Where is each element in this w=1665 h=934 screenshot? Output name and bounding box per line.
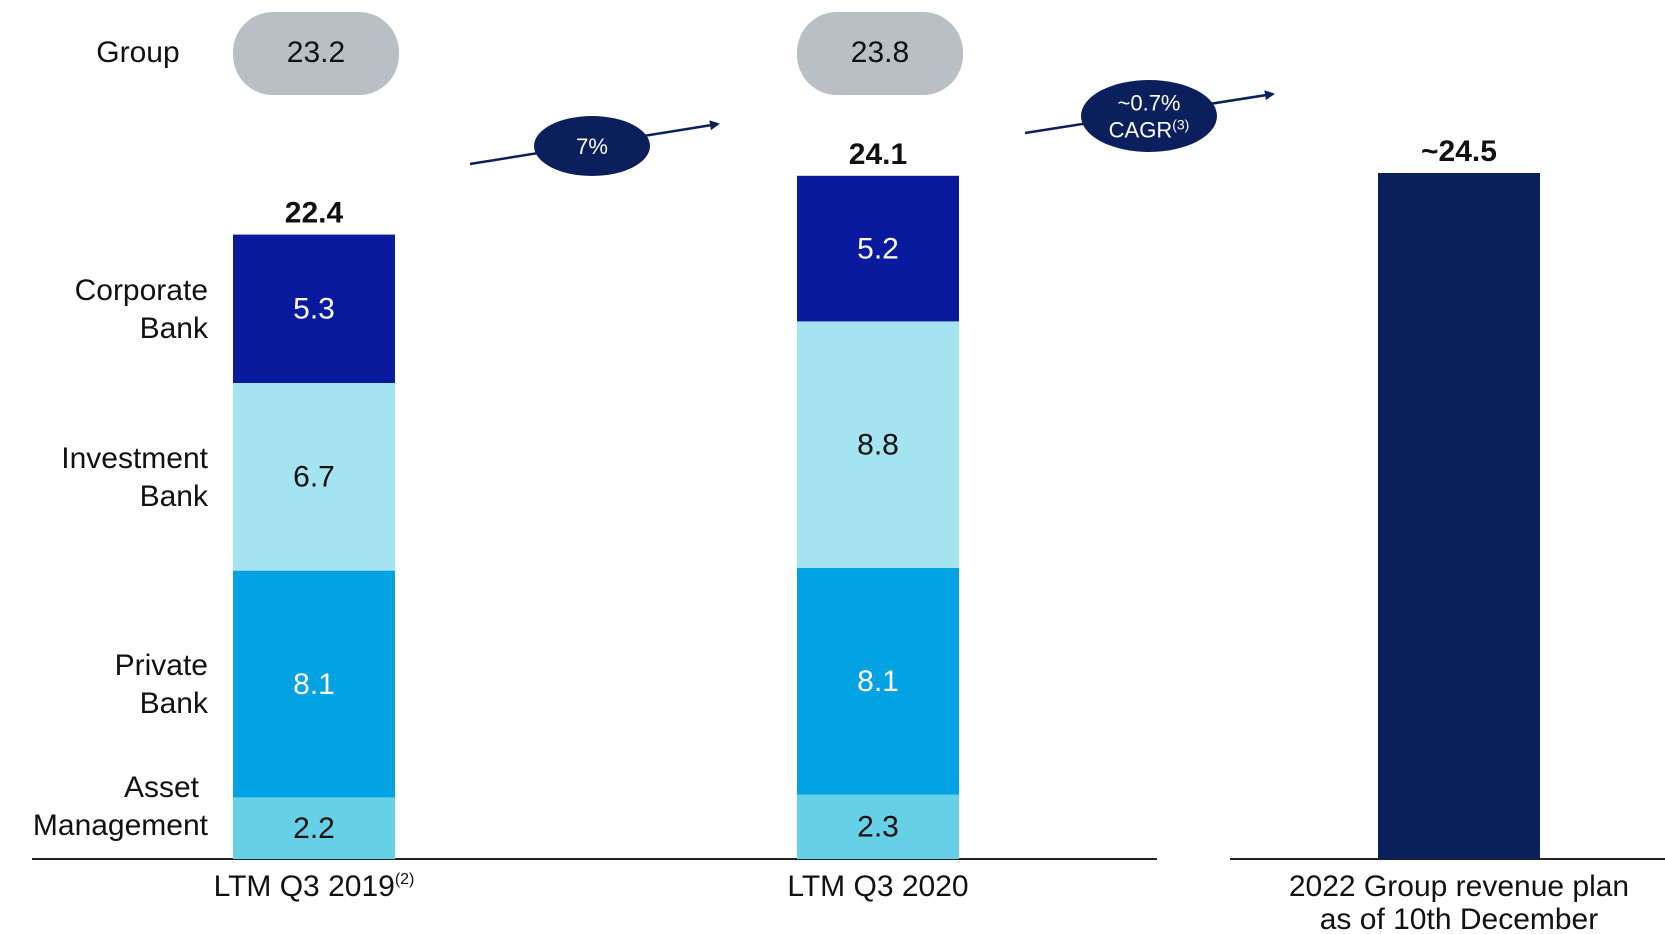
bar-segments — [233, 173, 1540, 859]
total-labels: 22.4 24.1 ~24.5 — [285, 135, 1497, 230]
total-label-0: 22.4 — [285, 197, 344, 230]
bar-private-bank-0 — [233, 570, 395, 798]
data-label-corporate-bank-0: 5.3 — [293, 293, 335, 326]
category-labels: LTM Q3 2019(2) LTM Q3 2020 2022 Group reve… — [214, 870, 1630, 934]
bar-private-bank-1 — [797, 567, 959, 795]
growth-badge-0 — [534, 116, 650, 176]
bar-corporate-bank-1 — [797, 175, 959, 322]
series-label-asset-management: Asset Management — [33, 771, 209, 842]
bar-investment-bank-1 — [797, 321, 959, 568]
segment-labels: 2.2 2.3 8.1 8.1 6.7 8.8 5.3 5.2 — [293, 233, 899, 846]
series-label-investment-bank: Investment Bank — [61, 442, 209, 513]
bar-asset-management-0 — [233, 797, 395, 859]
data-label-private-bank-1: 8.1 — [857, 665, 899, 698]
data-label-investment-bank-1: 8.8 — [857, 429, 899, 462]
data-label-asset-management-1: 2.3 — [857, 811, 899, 844]
bar-corporate-bank-0 — [233, 234, 395, 383]
data-label-private-bank-0: 8.1 — [293, 668, 335, 701]
group-value-1: 23.8 — [851, 36, 909, 69]
series-row-labels: Asset Management Private Bank Investment Bank… — [33, 274, 209, 842]
growth-label-0: 7% — [576, 134, 608, 159]
growth-annotations: 7% ~0.7% CAGR(3) — [469, 80, 1275, 176]
growth-label-1: ~0.7% CAGR(3) — [1109, 91, 1190, 143]
data-label-corporate-bank-1: 5.2 — [857, 233, 899, 266]
group-value-0: 23.2 — [287, 36, 345, 69]
bar-group-revenue-plan-2 — [1378, 173, 1540, 859]
category-label-2: 2022 Group revenue plan as of 10th Decemb… — [1289, 870, 1629, 934]
total-label-2: ~24.5 — [1421, 135, 1497, 168]
data-label-asset-management-0: 2.2 — [293, 812, 335, 845]
group-pill-0 — [233, 12, 399, 95]
series-label-private-bank: Private Bank — [115, 649, 209, 720]
category-label-1: LTM Q3 2020 — [787, 870, 968, 903]
series-label-corporate-bank: Corporate Bank — [75, 274, 209, 345]
bar-investment-bank-0 — [233, 383, 395, 571]
total-label-1: 24.1 — [849, 138, 907, 171]
group-pill-1 — [797, 12, 963, 95]
category-label-0: LTM Q3 2019(2) — [214, 870, 415, 903]
group-row-label: Group — [96, 36, 179, 69]
bar-asset-management-1 — [797, 794, 959, 859]
data-label-investment-bank-0: 6.7 — [293, 461, 335, 494]
group-row: Group 23.2 23.8 — [96, 12, 963, 95]
growth-badge-1 — [1081, 80, 1217, 152]
